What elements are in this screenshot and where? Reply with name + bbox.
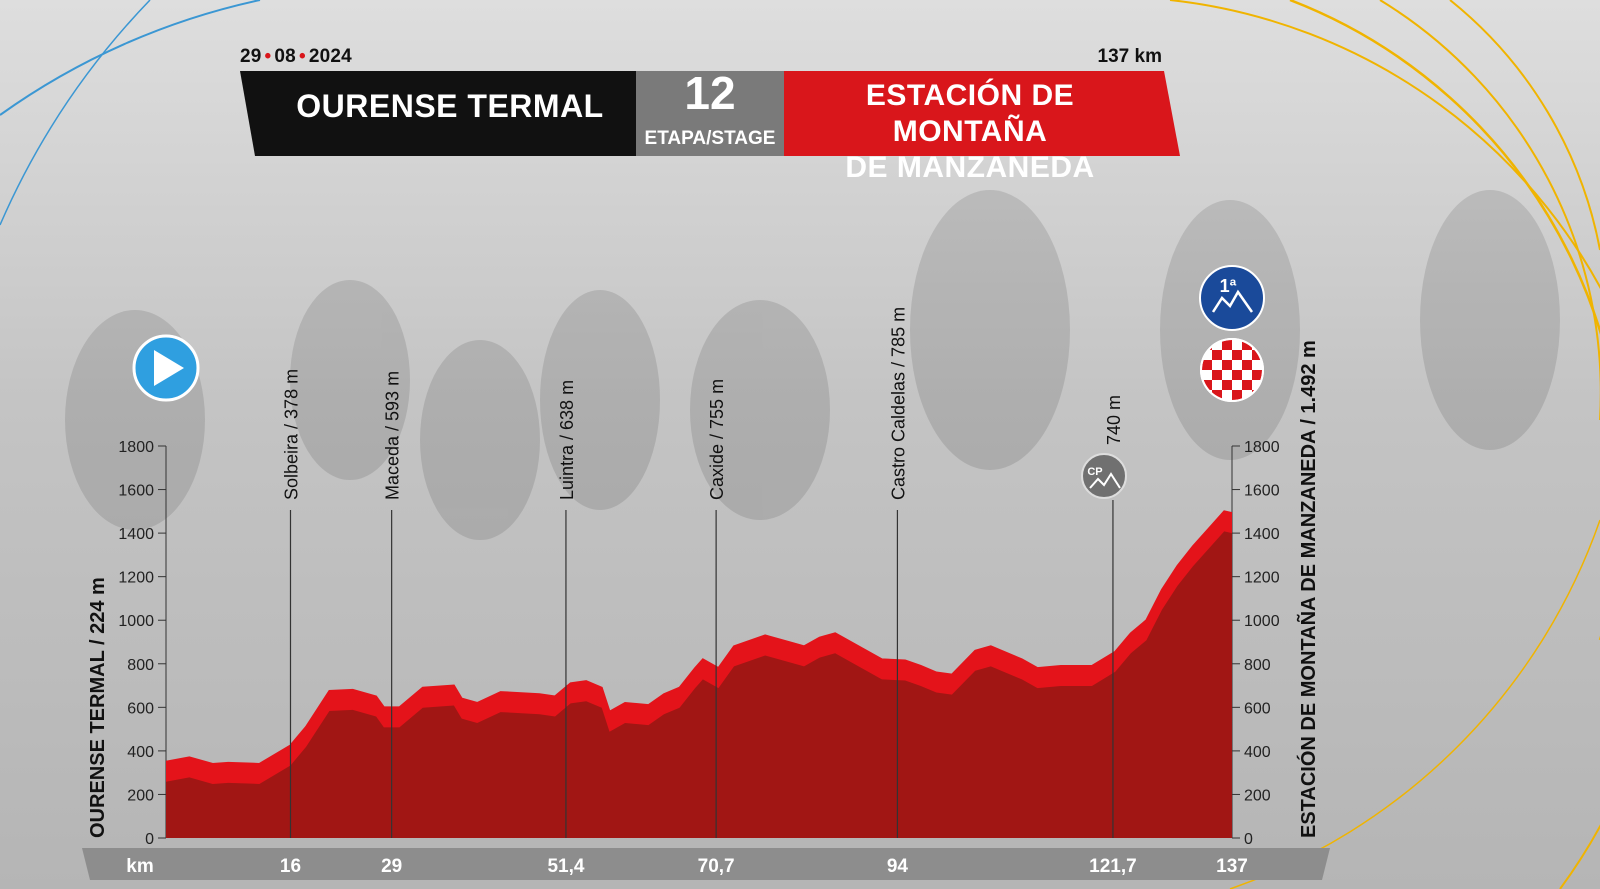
- x-tick-label: 29: [381, 856, 402, 877]
- finish-flag-square: [1242, 380, 1252, 390]
- finish-flag-square: [1242, 390, 1252, 400]
- y-tick-label-right: 0: [1244, 831, 1253, 848]
- checkpoint-icon: CP: [1081, 453, 1127, 499]
- stage-date: 29 • 08 • 2024: [240, 46, 352, 67]
- finish-flag-square: [1222, 350, 1232, 360]
- finish-flag-square: [1212, 360, 1222, 370]
- date-year: 2024: [308, 46, 352, 67]
- finish-flag-icon: [1200, 338, 1264, 402]
- start-side-label: OURENSE TERMAL / 224 m: [87, 577, 109, 838]
- finish-flag-square: [1222, 380, 1232, 390]
- y-tick-label-left: 0: [145, 831, 154, 848]
- waypoint-labels: Solbeira / 378 m Maceda / 593 m Luintra / …: [281, 307, 1123, 500]
- finish-flag-square: [1212, 350, 1222, 360]
- y-tick-label-right: 400: [1244, 744, 1271, 761]
- waypoint-label: 740 m: [1104, 395, 1124, 445]
- y-tick-label-right: 1400: [1244, 526, 1280, 543]
- finish-flag-square: [1252, 350, 1262, 360]
- finish-flag-square: [1242, 340, 1252, 350]
- y-tick-label-left: 1600: [118, 483, 154, 500]
- finish-flag-square: [1202, 350, 1212, 360]
- finish-flag-square: [1232, 360, 1242, 370]
- finish-flag-square: [1222, 340, 1232, 350]
- finish-town: ESTACIÓN DE MONTAÑA DE MANZANEDA: [790, 78, 1150, 186]
- y-tick-label-right: 1000: [1244, 613, 1280, 630]
- y-tick-label-right: 800: [1244, 657, 1271, 674]
- y-tick-label-left: 1000: [118, 613, 154, 630]
- finish-flag-square: [1242, 360, 1252, 370]
- y-tick-label-left: 800: [127, 657, 154, 674]
- km-axis-bar: [82, 848, 1330, 880]
- finish-flag-square: [1212, 380, 1222, 390]
- finish-flag-square: [1242, 370, 1252, 380]
- y-tick-label-left: 600: [127, 700, 154, 717]
- checkpoint-icon-label: CP: [1087, 466, 1102, 478]
- finish-flag-square: [1202, 360, 1212, 370]
- y-tick-label-right: 1600: [1244, 483, 1280, 500]
- finish-flag-square: [1222, 390, 1232, 400]
- y-tick-label-right: 200: [1244, 787, 1271, 804]
- start-icon: [132, 334, 200, 402]
- elevation-profile: [165, 510, 1233, 838]
- finish-line-2: DE MANZANEDA: [845, 151, 1095, 184]
- finish-flag-square: [1232, 380, 1242, 390]
- x-tick-label: 16: [280, 856, 301, 877]
- date-month: 08: [274, 46, 296, 67]
- y-tick-label-right: 1800: [1244, 439, 1280, 456]
- x-tick-label: 70,7: [698, 856, 735, 877]
- y-tick-label-right: 1200: [1244, 570, 1280, 587]
- stage-label: ETAPA/STAGE: [644, 128, 776, 149]
- finish-flag-square: [1252, 370, 1262, 380]
- mountain-category-icon: 1ª: [1199, 265, 1265, 331]
- y-tick-label-left: 1400: [118, 526, 154, 543]
- x-tick-label: 94: [887, 856, 909, 877]
- finish-flag-square: [1232, 370, 1242, 380]
- km-axis-label: km: [126, 856, 153, 877]
- start-box: [240, 71, 636, 156]
- finish-flag-square: [1222, 360, 1232, 370]
- x-tick-label: 51,4: [547, 856, 584, 877]
- start-town: OURENSE TERMAL: [296, 88, 604, 124]
- finish-flag-square: [1202, 380, 1212, 390]
- mountain-category-label: 1ª: [1220, 276, 1237, 296]
- finish-flag-square: [1232, 340, 1242, 350]
- waypoint-label: Luintra / 638 m: [557, 380, 577, 500]
- y-axis-left: 0 200 400 600 800 1000 1200 1400 1600 1800: [118, 439, 167, 848]
- waypoint-label: Solbeira / 378 m: [281, 369, 301, 500]
- y-tick-label-right: 600: [1244, 700, 1271, 717]
- stage-number: 12: [684, 67, 736, 119]
- finish-box: [784, 71, 1180, 156]
- profile-line: [165, 510, 1233, 765]
- waypoint-label: Castro Caldelas / 785 m: [888, 307, 908, 500]
- finish-flag-square: [1202, 370, 1212, 380]
- y-tick-label-left: 200: [127, 787, 154, 804]
- y-axis-right: 0 200 400 600 800 1000 1200 1400 1600 1800: [1231, 439, 1280, 848]
- profile-fill: [166, 531, 1232, 838]
- finish-line-1: ESTACIÓN DE MONTAÑA: [865, 79, 1075, 148]
- stage-box: [636, 71, 784, 156]
- finish-flag-square: [1232, 390, 1242, 400]
- finish-flag-square: [1212, 340, 1222, 350]
- x-tick-label: 137: [1216, 856, 1248, 877]
- finish-flag-square: [1252, 380, 1262, 390]
- waypoint-label: Caxide / 755 m: [707, 379, 727, 500]
- stage-header: [240, 71, 1180, 156]
- x-axis-ticks: 16 29 51,4 70,7 94 121,7 137: [280, 856, 1248, 877]
- finish-side-label: ESTACIÓN DE MONTAÑA DE MANZANEDA / 1.492…: [1296, 340, 1320, 838]
- finish-flag-square: [1252, 360, 1262, 370]
- finish-flag-square: [1212, 370, 1222, 380]
- finish-flag-square: [1232, 350, 1242, 360]
- y-tick-label-left: 1200: [118, 570, 154, 587]
- finish-flag-square: [1222, 370, 1232, 380]
- y-tick-label-left: 400: [127, 744, 154, 761]
- finish-flag-square: [1212, 390, 1222, 400]
- waypoint-label: Maceda / 593 m: [383, 371, 403, 500]
- date-day: 29: [240, 46, 262, 67]
- y-tick-label-left: 1800: [118, 439, 154, 456]
- stage-distance: 137 km: [1097, 46, 1162, 67]
- x-tick-label: 121,7: [1089, 856, 1137, 877]
- waypoint-lines: [289, 500, 1114, 838]
- finish-flag-square: [1242, 350, 1252, 360]
